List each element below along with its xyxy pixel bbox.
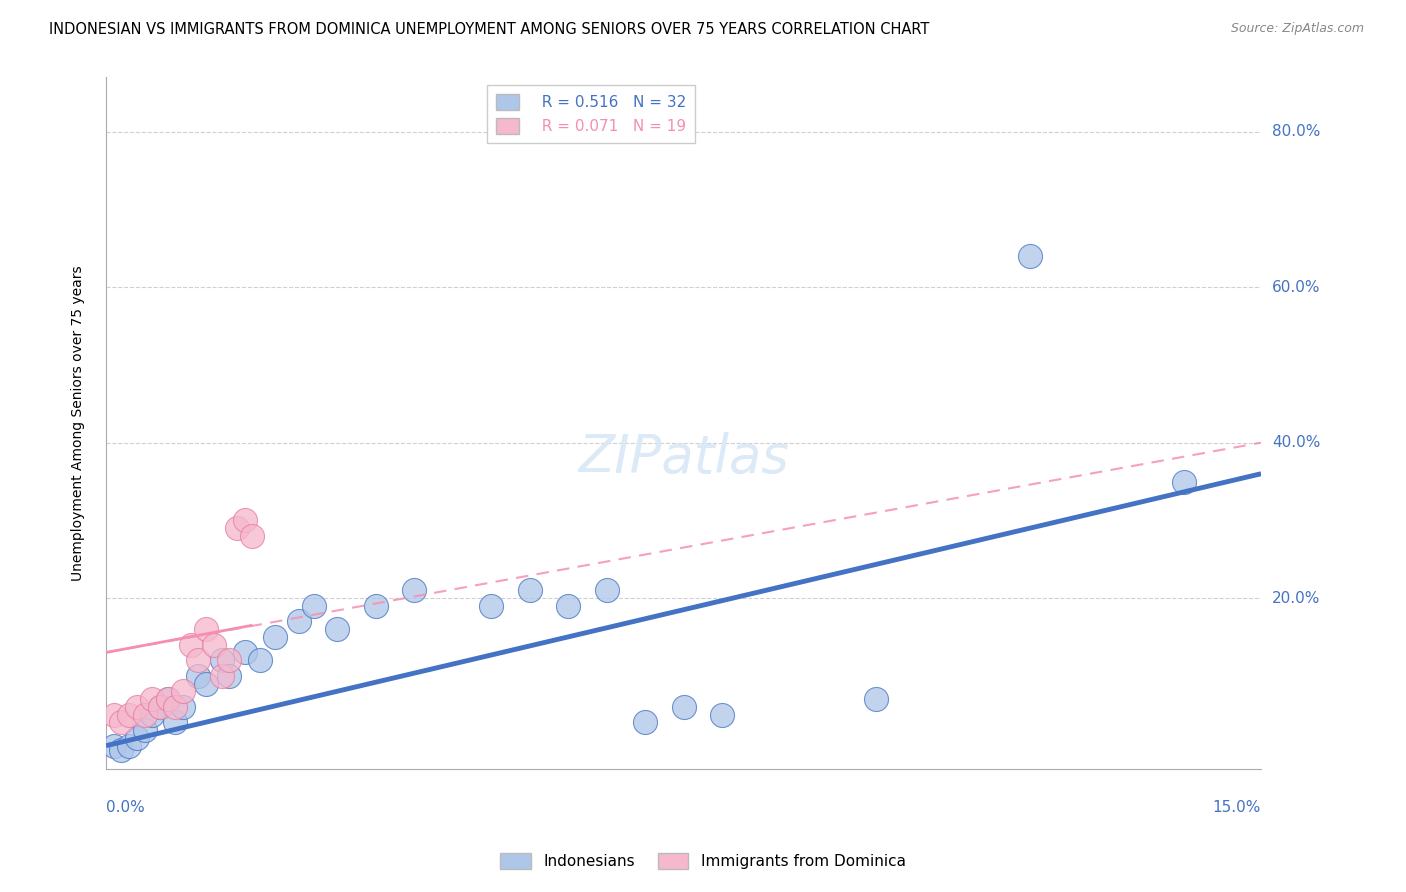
Point: [187, 653, 209, 667]
Point: [211, 653, 233, 667]
Point: [149, 699, 172, 714]
Point: [218, 653, 240, 667]
Text: 40.0%: 40.0%: [1272, 435, 1320, 450]
Point: [240, 529, 263, 543]
Point: [134, 723, 156, 738]
Text: INDONESIAN VS IMMIGRANTS FROM DOMINICA UNEMPLOYMENT AMONG SENIORS OVER 75 YEARS : INDONESIAN VS IMMIGRANTS FROM DOMINICA U…: [49, 22, 929, 37]
Point: [172, 699, 194, 714]
Point: [110, 742, 132, 756]
Text: 60.0%: 60.0%: [1272, 280, 1320, 294]
Point: [364, 599, 387, 613]
Point: [172, 684, 194, 698]
Point: [302, 599, 325, 613]
Point: [218, 669, 240, 683]
Text: Source: ZipAtlas.com: Source: ZipAtlas.com: [1230, 22, 1364, 36]
Point: [187, 669, 209, 683]
Legend: Indonesians, Immigrants from Dominica: Indonesians, Immigrants from Dominica: [495, 847, 911, 875]
Legend:   R = 0.516   N = 32,   R = 0.071   N = 19: R = 0.516 N = 32, R = 0.071 N = 19: [488, 85, 695, 143]
Text: 15.0%: 15.0%: [1213, 799, 1261, 814]
Point: [202, 638, 225, 652]
Text: 80.0%: 80.0%: [1272, 124, 1320, 139]
Point: [195, 676, 218, 690]
Point: [165, 699, 187, 714]
Point: [557, 599, 579, 613]
Text: ZIPatlas: ZIPatlas: [578, 432, 789, 483]
Point: [156, 692, 179, 706]
Point: [404, 583, 426, 598]
Point: [141, 707, 163, 722]
Point: [634, 715, 657, 730]
Point: [118, 739, 141, 753]
Point: [479, 599, 502, 613]
Point: [118, 707, 141, 722]
Point: [195, 622, 218, 636]
Point: [249, 653, 271, 667]
Point: [226, 521, 249, 535]
Point: [519, 583, 541, 598]
Point: [233, 513, 256, 527]
Point: [103, 707, 125, 722]
Point: [125, 731, 148, 745]
Point: [233, 645, 256, 659]
Point: [1173, 475, 1195, 489]
Text: 20.0%: 20.0%: [1272, 591, 1320, 606]
Point: [110, 715, 132, 730]
Point: [165, 715, 187, 730]
Point: [149, 699, 172, 714]
Point: [711, 707, 734, 722]
Point: [1019, 249, 1042, 263]
Point: [865, 692, 887, 706]
Point: [180, 638, 202, 652]
Point: [156, 692, 179, 706]
Point: [326, 622, 349, 636]
Text: 0.0%: 0.0%: [105, 799, 145, 814]
Point: [264, 630, 287, 644]
Point: [134, 707, 156, 722]
Point: [287, 615, 309, 629]
Point: [211, 669, 233, 683]
Point: [125, 699, 148, 714]
Point: [141, 692, 163, 706]
Point: [103, 739, 125, 753]
Point: [672, 699, 695, 714]
Point: [595, 583, 617, 598]
Y-axis label: Unemployment Among Seniors over 75 years: Unemployment Among Seniors over 75 years: [72, 266, 86, 581]
